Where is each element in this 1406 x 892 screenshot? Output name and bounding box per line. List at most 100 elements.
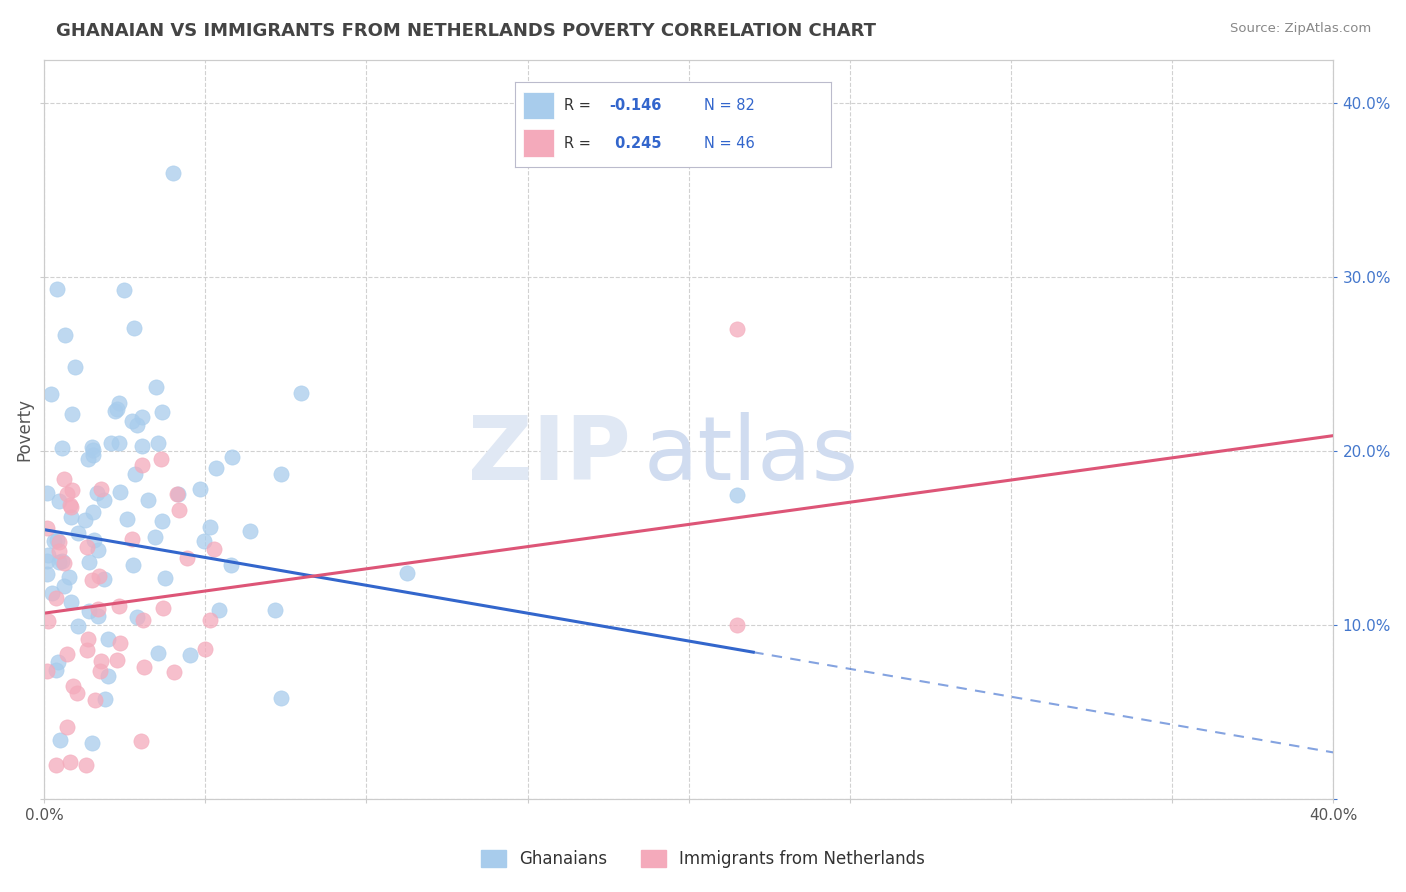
- Point: [82, 448, 104, 462]
- Point: [46, 533, 69, 548]
- Point: [37, 566, 59, 581]
- Point: [136, 492, 159, 507]
- Point: [46, 282, 69, 296]
- Point: [39, 387, 62, 401]
- Point: [105, 401, 128, 416]
- Point: [725, 618, 748, 632]
- Point: [53, 579, 76, 593]
- Point: [45, 663, 67, 677]
- Point: [77, 555, 100, 569]
- Point: [270, 690, 292, 705]
- Point: [146, 647, 169, 661]
- Point: [176, 550, 198, 565]
- Point: [60, 595, 83, 609]
- Point: [60, 407, 83, 421]
- Point: [162, 166, 184, 180]
- Point: [108, 396, 131, 410]
- Point: [67, 525, 90, 540]
- Point: [87, 609, 110, 624]
- Point: [150, 405, 173, 419]
- Point: [143, 530, 166, 544]
- Point: [149, 452, 172, 467]
- Point: [82, 442, 104, 457]
- Point: [179, 648, 201, 662]
- Point: [239, 524, 262, 538]
- Text: ZIP: ZIP: [468, 412, 631, 499]
- Point: [66, 619, 89, 633]
- Point: [93, 572, 115, 586]
- Point: [104, 403, 127, 417]
- Text: atlas: atlas: [644, 412, 859, 499]
- Point: [198, 520, 221, 534]
- Text: Source: ZipAtlas.com: Source: ZipAtlas.com: [1230, 22, 1371, 36]
- Point: [37, 548, 59, 562]
- Point: [122, 321, 145, 335]
- Point: [42, 533, 65, 548]
- Point: [166, 487, 188, 501]
- Point: [76, 540, 98, 554]
- Point: [56, 720, 79, 734]
- Point: [90, 482, 112, 496]
- Point: [204, 460, 226, 475]
- Point: [41, 586, 63, 600]
- Point: [188, 482, 211, 496]
- Point: [37, 485, 59, 500]
- Point: [131, 409, 153, 424]
- Y-axis label: Poverty: Poverty: [15, 398, 32, 461]
- Point: [198, 613, 221, 627]
- Point: [82, 573, 104, 587]
- Point: [66, 686, 89, 700]
- Point: [45, 591, 67, 605]
- Point: [107, 599, 129, 613]
- Point: [108, 485, 131, 500]
- Point: [202, 541, 225, 556]
- Point: [59, 500, 82, 514]
- Point: [84, 693, 107, 707]
- Point: [87, 543, 110, 558]
- Point: [194, 642, 217, 657]
- Point: [62, 679, 84, 693]
- Point: [55, 486, 77, 500]
- Point: [125, 609, 148, 624]
- Text: GHANAIAN VS IMMIGRANTS FROM NETHERLANDS POVERTY CORRELATION CHART: GHANAIAN VS IMMIGRANTS FROM NETHERLANDS …: [56, 22, 876, 40]
- Point: [45, 757, 67, 772]
- Point: [90, 654, 112, 668]
- Point: [37, 614, 59, 628]
- Point: [725, 488, 748, 502]
- Point: [49, 732, 72, 747]
- Point: [76, 632, 98, 646]
- Point: [48, 555, 70, 569]
- Point: [53, 328, 76, 343]
- Point: [37, 664, 59, 678]
- Point: [86, 486, 108, 500]
- Point: [97, 669, 120, 683]
- Point: [37, 554, 59, 568]
- Point: [153, 571, 176, 585]
- Point: [121, 414, 143, 428]
- Point: [108, 436, 131, 450]
- Point: [83, 533, 105, 547]
- Point: [132, 660, 155, 674]
- Point: [163, 665, 186, 680]
- Point: [56, 647, 79, 661]
- Point: [100, 436, 122, 450]
- Point: [124, 467, 146, 482]
- Point: [115, 512, 138, 526]
- Point: [51, 554, 73, 568]
- Point: [75, 757, 97, 772]
- Point: [396, 566, 419, 581]
- Point: [263, 602, 285, 616]
- Point: [132, 613, 155, 627]
- Point: [97, 632, 120, 647]
- Point: [131, 734, 153, 748]
- Point: [58, 570, 80, 584]
- Point: [105, 652, 128, 666]
- Point: [152, 600, 174, 615]
- Point: [131, 439, 153, 453]
- Point: [208, 603, 231, 617]
- Point: [125, 417, 148, 432]
- Point: [150, 514, 173, 528]
- Point: [46, 656, 69, 670]
- Point: [48, 494, 70, 508]
- Point: [60, 483, 83, 497]
